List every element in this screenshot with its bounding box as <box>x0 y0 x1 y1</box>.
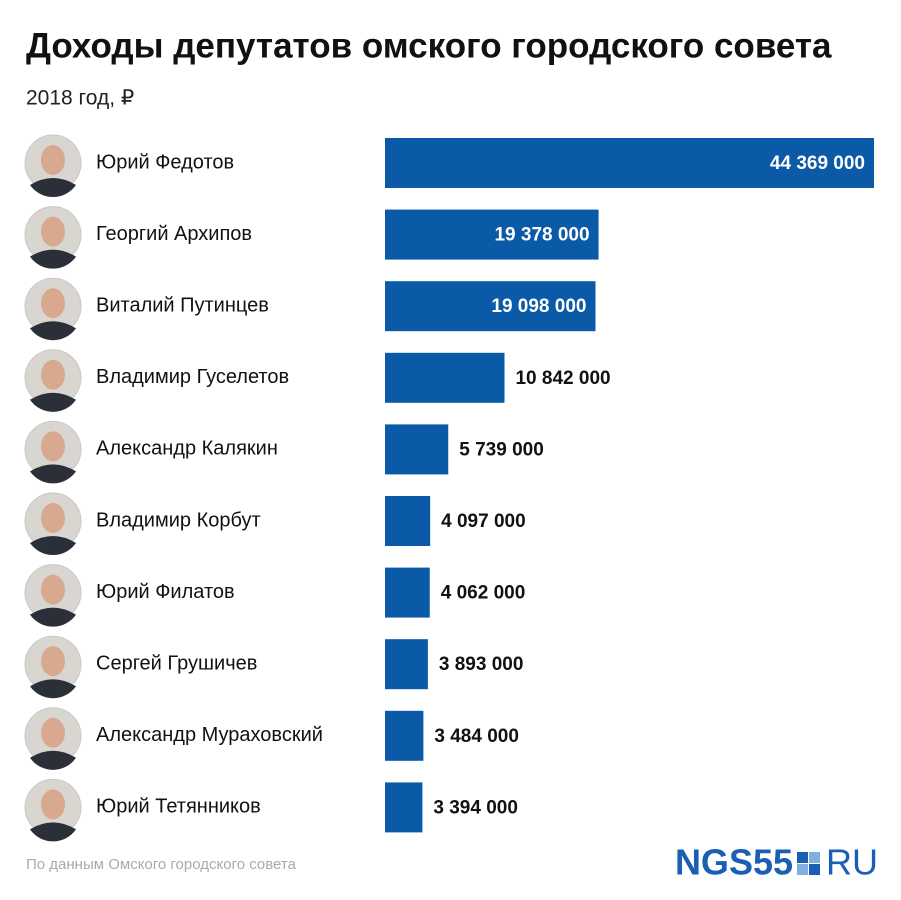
category-label: Сергей Грушичев <box>96 652 257 674</box>
category-label: Владимир Корбут <box>96 509 261 531</box>
category-label: Георгий Архипов <box>96 223 252 245</box>
avatar-face <box>41 359 65 390</box>
bar <box>385 424 449 475</box>
avatar-body <box>30 822 76 842</box>
logo-suffix: RU <box>826 842 878 883</box>
avatar-face <box>41 216 65 247</box>
chart-title: Доходы депутатов омского городского сове… <box>26 26 832 65</box>
avatar-body <box>30 536 76 556</box>
category-label: Александр Мураховский <box>96 724 323 746</box>
category-label: Владимир Гуселетов <box>96 366 289 388</box>
avatar-body <box>30 679 76 699</box>
avatar-body <box>30 321 76 341</box>
avatar-body <box>30 607 76 627</box>
avatar-body <box>30 750 76 770</box>
avatar-body <box>30 249 76 269</box>
logo-square <box>809 852 820 863</box>
value-label: 19 378 000 <box>494 225 589 246</box>
bar <box>385 281 596 332</box>
value-label: 4 097 000 <box>441 511 526 532</box>
bar <box>385 496 431 546</box>
bar <box>385 710 424 761</box>
logo-square <box>797 864 808 875</box>
avatar-face <box>41 145 65 175</box>
value-label: 10 842 000 <box>515 368 610 389</box>
avatar-face <box>41 789 65 820</box>
bar <box>385 352 505 403</box>
bar <box>385 567 430 618</box>
avatar-body <box>30 464 76 484</box>
value-label: 5 739 000 <box>459 439 544 460</box>
bar <box>385 209 599 260</box>
value-label: 4 062 000 <box>441 583 526 604</box>
value-label: 3 484 000 <box>434 726 519 747</box>
logo-square <box>809 864 820 875</box>
avatar-face <box>41 717 65 748</box>
value-label: 3 893 000 <box>439 654 524 675</box>
category-label: Виталий Путинцев <box>96 294 269 316</box>
avatar-body <box>30 178 76 198</box>
avatar-face <box>41 503 65 533</box>
logo-main: NGS55 <box>675 842 793 883</box>
avatar-body <box>30 392 76 412</box>
chart-subtitle: 2018 год, ₽ <box>26 87 134 110</box>
value-label: 3 394 000 <box>433 797 518 818</box>
avatar-face <box>41 646 65 677</box>
avatar-face <box>41 431 65 462</box>
category-label: Юрий Федотов <box>96 151 234 173</box>
logo-square <box>797 852 808 863</box>
avatar-face <box>41 288 65 319</box>
avatar-face <box>41 574 65 605</box>
bar <box>385 138 874 188</box>
value-label: 44 369 000 <box>770 153 865 174</box>
source-note: По данным Омского городского совета <box>26 856 297 873</box>
value-label: 19 098 000 <box>491 296 586 317</box>
bar <box>385 782 423 833</box>
category-label: Александр Калякин <box>96 438 278 460</box>
category-label: Юрий Тетянников <box>96 796 261 818</box>
bar <box>385 639 428 690</box>
category-label: Юрий Филатов <box>96 581 235 603</box>
